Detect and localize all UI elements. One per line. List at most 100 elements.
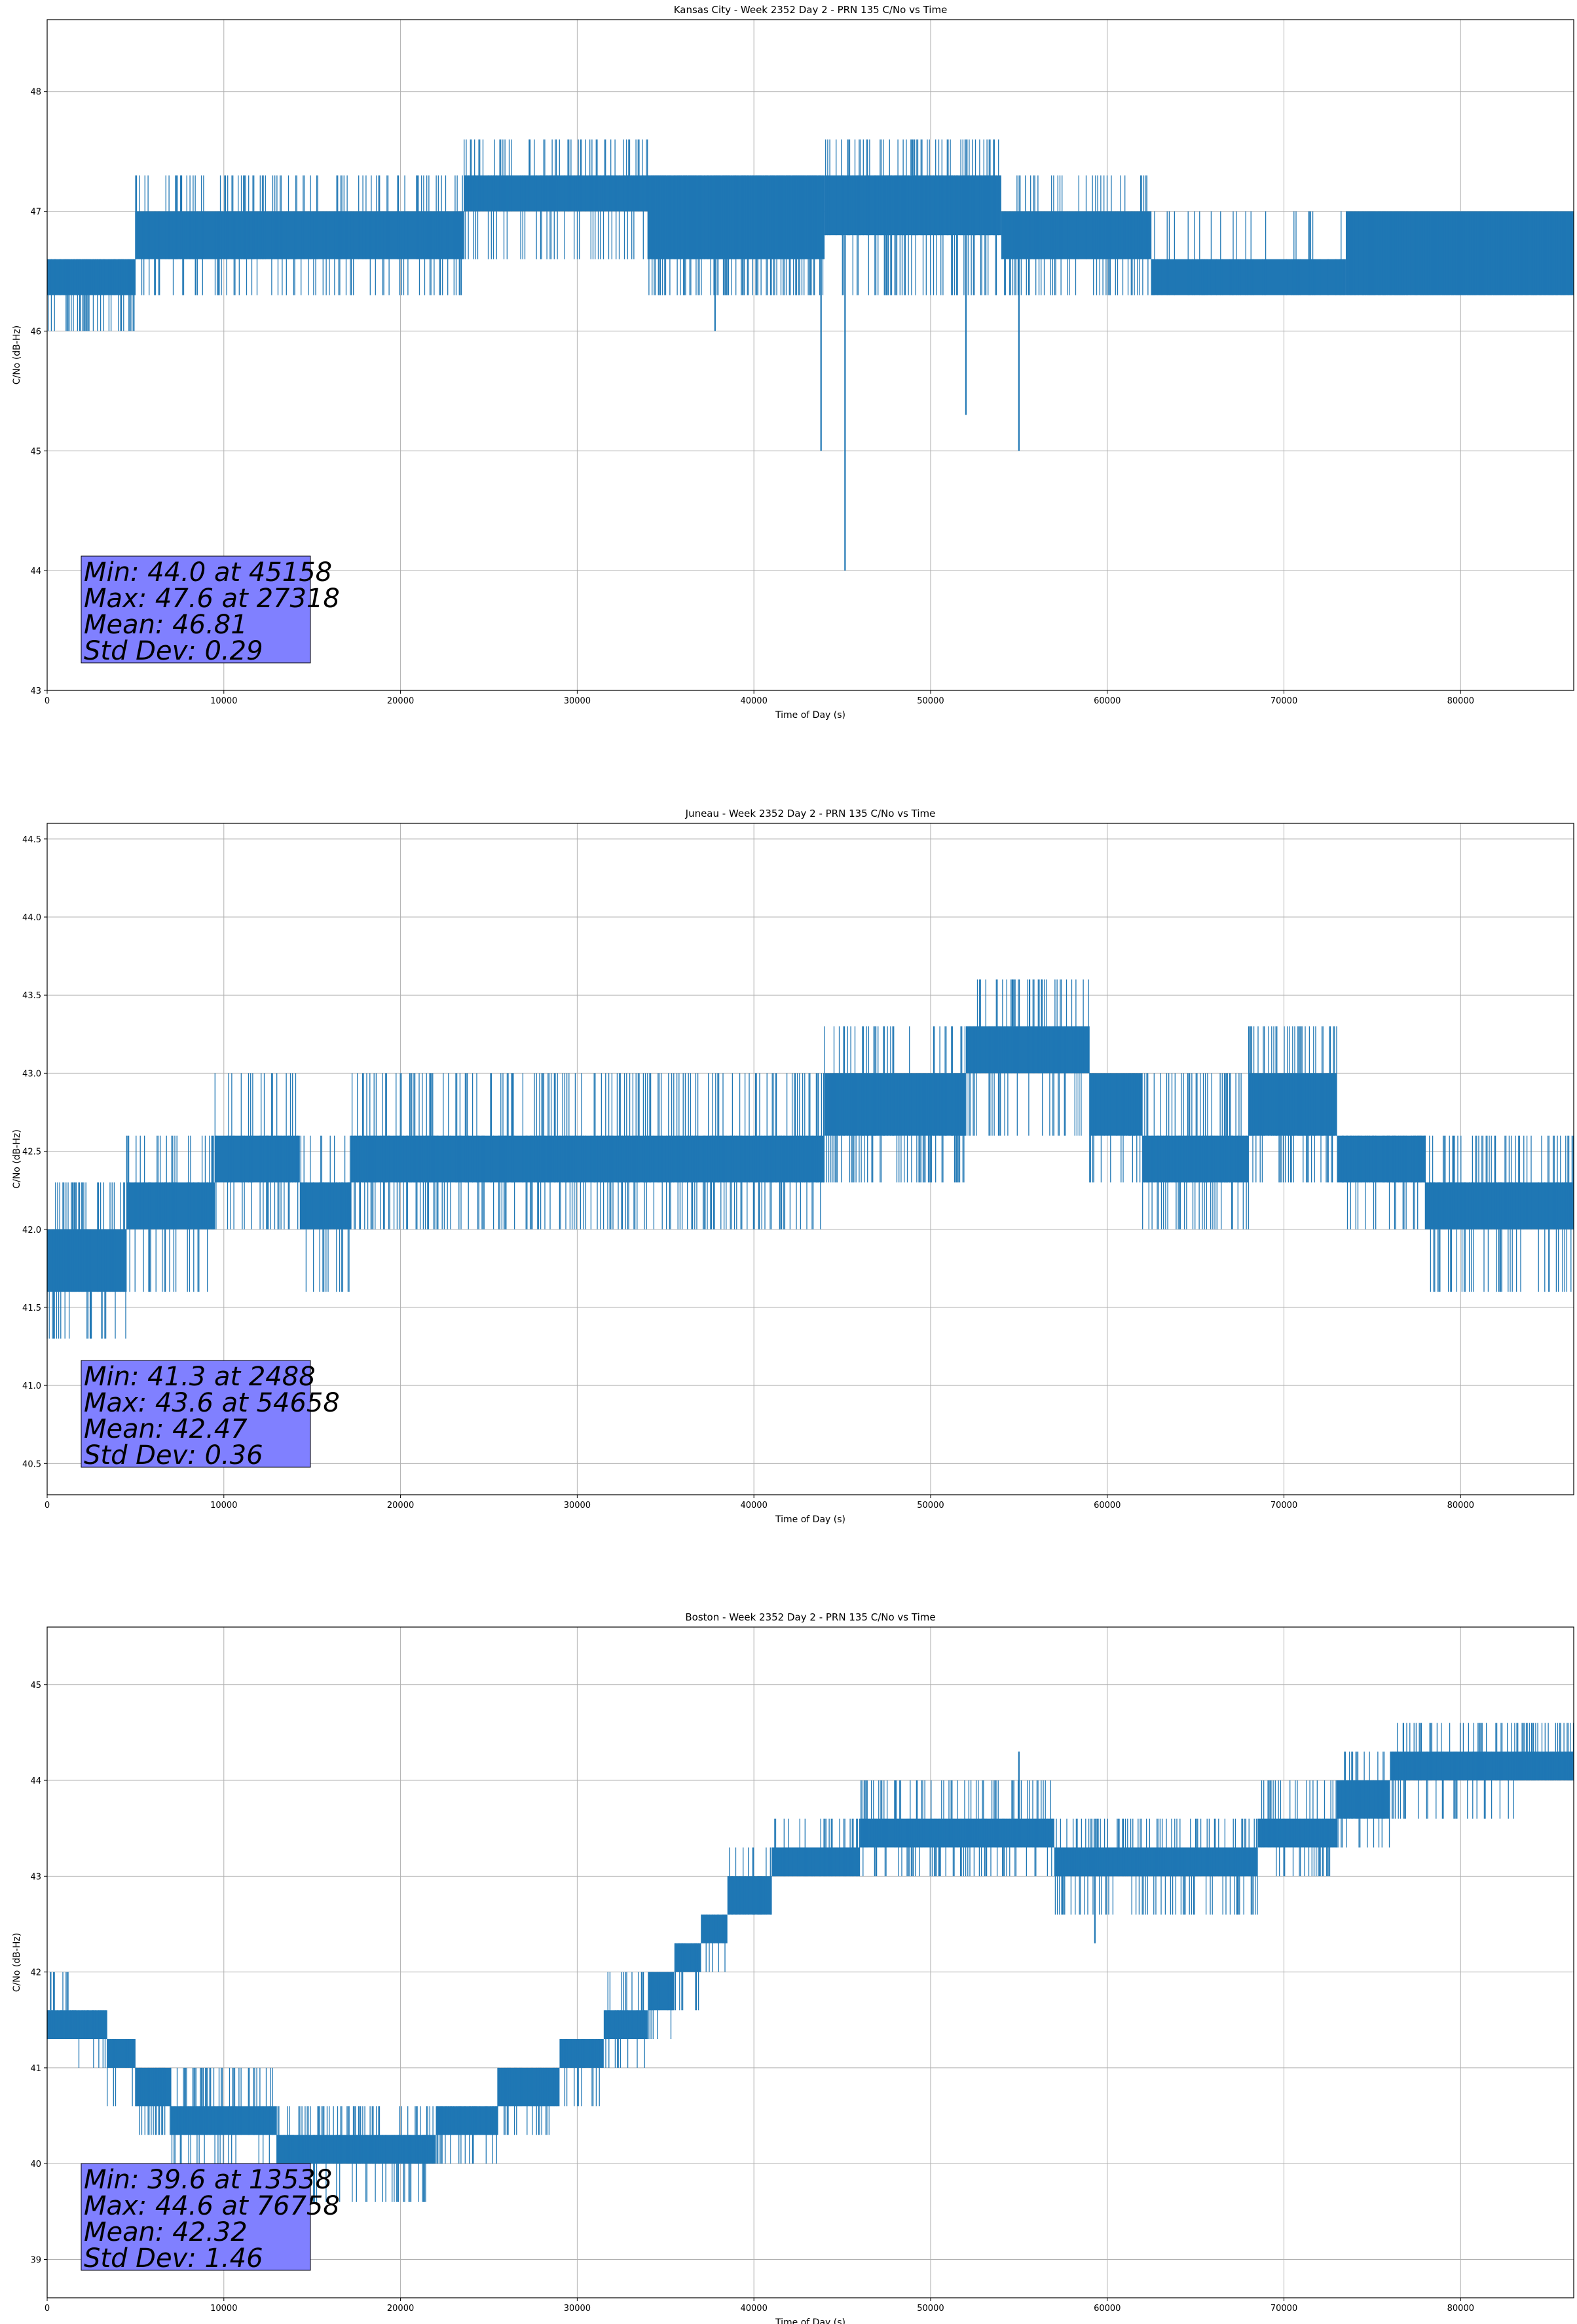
series-noise: [648, 1972, 673, 2039]
stats-line: Std Dev: 0.29: [84, 636, 263, 666]
data-series: [47, 139, 1574, 571]
y-tick-label: 43: [30, 686, 41, 696]
x-tick-label: 70000: [1271, 2304, 1297, 2314]
series-noise: [1195, 1818, 1258, 1915]
stats-box-bg: [81, 2163, 311, 2271]
series-noise: [350, 1073, 825, 1229]
data-series: [46, 979, 1574, 1339]
series-noise: [464, 139, 648, 259]
y-tick-label: 45: [30, 1681, 41, 1691]
y-tick-label: 40: [30, 2160, 41, 2169]
x-axis-label: Time of Day (s): [775, 710, 845, 721]
series-noise: [1514, 1723, 1574, 1781]
y-tick-label: 43: [30, 1872, 41, 1882]
x-tick-label: 60000: [1094, 2304, 1121, 2314]
series-noise: [773, 1818, 861, 1877]
x-tick-label: 80000: [1447, 2304, 1474, 2314]
y-tick-label: 46: [30, 327, 41, 337]
plot-frame: [46, 823, 1574, 1495]
series-noise: [675, 1943, 701, 2011]
series-noise: [860, 1780, 1052, 1877]
series-noise: [647, 175, 824, 295]
y-tick-label: 44.0: [22, 913, 41, 923]
x-tick-label: 60000: [1094, 696, 1121, 706]
series-noise: [1424, 1135, 1574, 1292]
plot-frame: [46, 1626, 1574, 2298]
series-noise: [300, 1135, 351, 1292]
chart-panel-juneau: Juneau - Week 2352 Day 2 - PRN 135 C/No …: [12, 808, 1574, 1525]
x-tick-label: 50000: [917, 1501, 944, 1510]
series-noise: [824, 1026, 966, 1183]
series-noise: [47, 259, 136, 331]
x-tick-label: 30000: [564, 696, 591, 706]
y-tick-label: 43.5: [22, 991, 41, 1001]
y-tick-label: 47: [30, 208, 41, 217]
series-noise: [728, 1847, 772, 1915]
series-band: [1001, 211, 1152, 259]
y-tick-label: 41: [30, 2064, 41, 2074]
series-noise: [170, 2067, 273, 2164]
series-band: [126, 1182, 215, 1229]
stats-line: Std Dev: 1.46: [84, 2243, 263, 2274]
x-tick-label: 70000: [1271, 696, 1297, 706]
y-tick-label: 40.5: [22, 1459, 41, 1469]
series-noise: [1089, 1073, 1143, 1183]
series-noise: [1336, 1752, 1390, 1848]
stats-box-bg: [81, 1360, 311, 1468]
x-tick-label: 60000: [1094, 1501, 1121, 1510]
series-band: [1054, 1847, 1196, 1877]
y-tick-label: 41.5: [22, 1303, 41, 1313]
series-noise: [1347, 211, 1574, 295]
y-tick-label: 42: [30, 1968, 41, 1978]
plot-frame: [46, 19, 1574, 691]
series-noise: [1341, 1135, 1426, 1229]
series-noise: [214, 1073, 299, 1229]
y-tick-label: 44: [30, 1776, 41, 1786]
series-noise: [1004, 175, 1149, 295]
stats-line: Max: 44.6 at 76758: [84, 2191, 340, 2221]
chart-panel-kansas-city: Kansas City - Week 2352 Day 2 - PRN 135 …: [12, 4, 1574, 721]
y-axis-label: C/No (dB-Hz): [12, 1933, 22, 1992]
chart-panel-boston: Boston - Week 2352 Day 2 - PRN 135 C/No …: [12, 1611, 1574, 2324]
series-band: [1195, 1847, 1258, 1877]
stats-line: Max: 43.6 at 54658: [84, 1388, 340, 1418]
series-noise: [1248, 1026, 1337, 1183]
stats-line: Min: 41.3 at 2488: [84, 1362, 316, 1392]
series-noise: [135, 175, 463, 295]
series-noise: [701, 1914, 727, 1972]
x-tick-label: 0: [45, 1501, 50, 1510]
series-noise: [1054, 1818, 1195, 1915]
series-band: [135, 211, 464, 259]
x-tick-label: 0: [45, 696, 50, 706]
series-band: [215, 1135, 300, 1183]
y-tick-label: 45: [30, 447, 41, 457]
series-band: [1337, 1780, 1390, 1819]
series-noise: [74, 2010, 106, 2068]
stats-line: Max: 47.6 at 27318: [84, 584, 340, 614]
y-tick-label: 48: [30, 88, 41, 98]
y-tick-label: 42.0: [22, 1226, 41, 1235]
stats-line: Mean: 42.47: [84, 1414, 248, 1444]
series-noise: [605, 1972, 645, 2068]
series-noise: [497, 2067, 557, 2135]
x-axis-label: Time of Day (s): [775, 2317, 845, 2324]
x-tick-label: 10000: [210, 2304, 237, 2314]
chart-title: Juneau - Week 2352 Day 2 - PRN 135 C/No …: [685, 808, 936, 819]
axes: 0 10000 20000 30000 40000 50000 60000 70000 8000…: [12, 88, 1474, 721]
series-noise: [436, 2106, 497, 2164]
x-axis-label: Time of Day (s): [775, 1514, 845, 1525]
x-tick-label: 50000: [917, 2304, 944, 2314]
data-series: [46, 1723, 1574, 2202]
y-tick-label: 39: [30, 2255, 41, 2265]
series-noise: [825, 139, 999, 295]
series-band: [1390, 1752, 1514, 1781]
x-tick-label: 20000: [387, 696, 414, 706]
axes: 0 10000 20000 30000 40000 50000 60000 70000 8000…: [12, 1681, 1474, 2324]
chart-title: Kansas City - Week 2352 Day 2 - PRN 135 …: [674, 4, 948, 16]
series-noise: [1261, 1780, 1337, 1877]
x-tick-label: 0: [45, 2304, 50, 2314]
stats-line: Mean: 42.32: [84, 2217, 248, 2247]
